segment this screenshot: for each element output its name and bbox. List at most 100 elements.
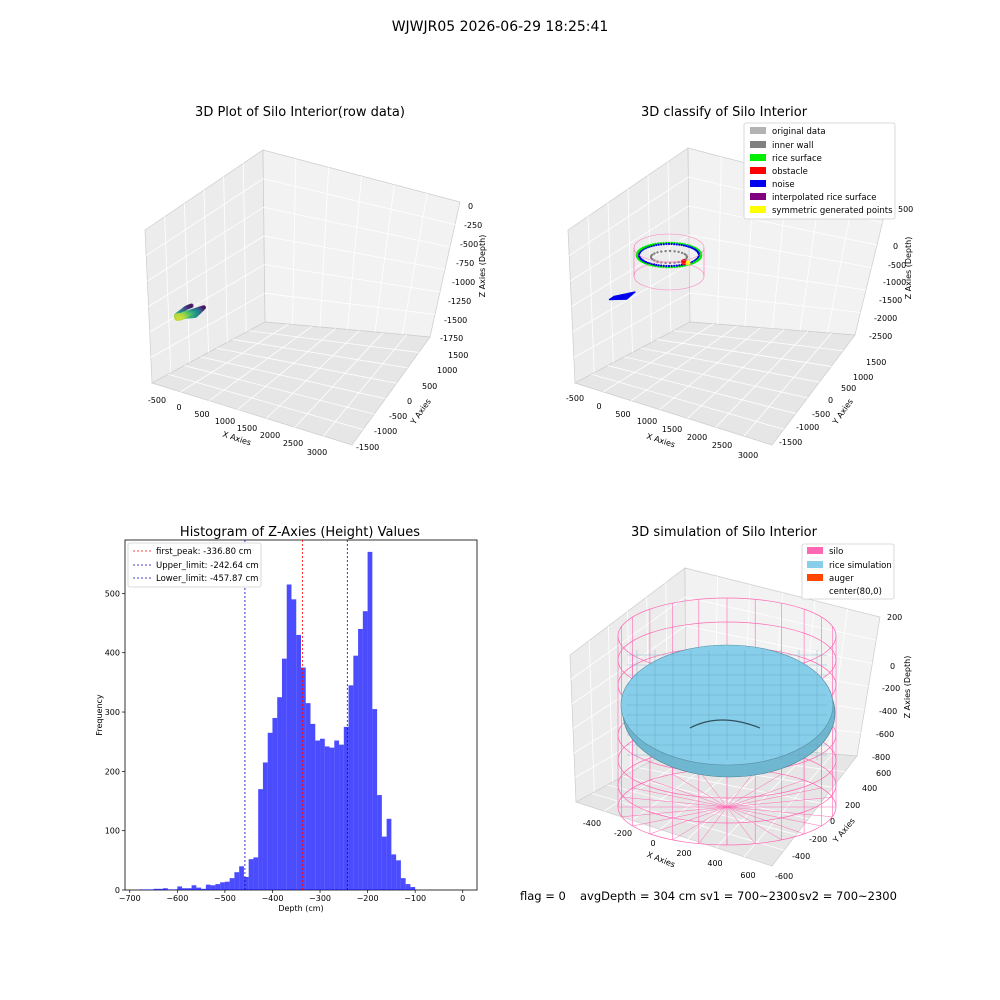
noise-point: [673, 243, 676, 246]
legend-label-rice-surface: rice surface: [772, 154, 822, 164]
sv1-text: sv1 = 700~2300: [700, 889, 798, 903]
classify-ztick: -1000: [883, 278, 906, 287]
classify-xtick: 2000: [687, 433, 707, 442]
noise-point: [670, 242, 673, 246]
hist-bar: [296, 634, 301, 890]
hist-bar: [353, 655, 359, 890]
hist-xtick-label: −600: [166, 894, 188, 903]
hist-bar: [163, 888, 168, 890]
hist-x-ticks: −700 −600 −500 −400 −300 −200 −100 0: [119, 890, 465, 903]
hist-bar: [334, 740, 340, 890]
legend-label-obstacle: obstacle: [772, 167, 808, 177]
classify-ytick: -500: [812, 410, 830, 419]
raw-ytick: 1500: [448, 351, 468, 360]
inner-wall-point: [685, 254, 688, 257]
sim-ytick: 0: [830, 817, 835, 826]
sim-ztick: 200: [887, 613, 902, 622]
hist-bar: [362, 611, 368, 890]
classify-ytick: 1000: [853, 373, 873, 382]
grid-line: [573, 292, 690, 358]
classify-silo-outline: [633, 233, 705, 291]
raw-ytick: -1500: [356, 443, 379, 452]
sim-y-ticks: 600 400 200 0 -200 -400 -600: [775, 769, 891, 881]
raw-xtick: 500: [194, 410, 209, 419]
classify-ztick: 0: [893, 242, 898, 251]
hist-ytick-label: 500: [105, 589, 120, 598]
grid-line: [232, 339, 408, 369]
grid-line: [264, 292, 436, 315]
grid-line: [743, 753, 833, 858]
grid-line: [743, 332, 832, 437]
grid-line: [602, 323, 714, 393]
classify-ztick: -500: [888, 261, 906, 270]
noise-point: [685, 244, 688, 248]
grid-line: [570, 596, 686, 680]
hist-bar: [182, 888, 187, 890]
hist-bar: [258, 789, 263, 890]
classify-z-ticks: 500 0 -500 -1000 -1500 -2000 -2500: [869, 205, 913, 341]
grid-line: [688, 234, 872, 268]
noise-point: [665, 242, 668, 246]
raw-ztick: -250: [464, 221, 482, 230]
inner-wall-point: [660, 250, 663, 253]
raw-ytick: 1000: [437, 366, 457, 375]
sim-ztick: -200: [882, 684, 900, 693]
grid-line: [570, 205, 689, 282]
noise-point: [657, 243, 660, 246]
raw-ztick: -500: [460, 240, 478, 249]
flag-text: flag = 0: [520, 889, 566, 903]
raw-grid-lines: [145, 158, 456, 437]
grid-line: [607, 365, 796, 414]
noise-point: [665, 264, 668, 268]
classify-xtick: 1500: [662, 425, 682, 434]
hist-bar: [320, 738, 325, 890]
grid-line: [263, 206, 451, 248]
noise-point: [682, 244, 686, 247]
grid-line: [685, 596, 877, 641]
legend-swatch-auger: [807, 574, 823, 581]
noise-point: [634, 291, 636, 293]
legend-swatch-silo: [807, 547, 823, 554]
legend-label-lower-limit: Lower_limit: -457.87 cm: [156, 574, 258, 584]
hist-y-ticks: 0 100 200 300 400 500: [105, 589, 125, 895]
rice-surface-ridge: [689, 719, 761, 729]
grid-line: [631, 325, 738, 402]
legend-label-auger: auger: [829, 574, 854, 584]
hist-bar: [329, 747, 335, 890]
legend-label-original-data: original data: [772, 127, 826, 137]
noise-point: [660, 264, 663, 267]
hist-bar: [281, 658, 287, 890]
hist-xtick-label: −200: [357, 894, 379, 903]
hist-x-axis-label: Depth (cm): [278, 904, 323, 913]
grid-line: [266, 330, 360, 419]
silo-floor-spoke: [672, 806, 728, 841]
noise-point: [667, 242, 671, 246]
legend-label-first-peak: first_peak: -336.80 cm: [156, 547, 252, 557]
hist-panel-title: Histogram of Z-Axies (Height) Values: [180, 525, 420, 540]
panel-raw-data: 3D Plot of Silo Interior(row data) -500 …: [144, 105, 487, 457]
grid-line: [607, 784, 797, 835]
raw-xtick: -500: [148, 396, 166, 405]
raw-ytick: 500: [422, 382, 437, 391]
grid-line: [673, 330, 844, 352]
hist-bar: [410, 887, 416, 890]
hist-bar: [243, 876, 249, 890]
raw-z-ticks: 0 -250 -500 -750 -1000 -1250 -1500 -1750: [440, 202, 482, 343]
silo-floor-spoke: [621, 806, 728, 818]
hist-bar: [301, 667, 306, 890]
hist-bar: [262, 762, 268, 890]
classify-ytick: -1500: [779, 438, 802, 447]
hist-bar: [372, 709, 378, 890]
hist-bar: [144, 889, 149, 890]
classify-x-axis-label: X Axies: [645, 432, 676, 450]
legend-label-center: center(80,0): [829, 587, 882, 597]
grid-line: [657, 339, 832, 367]
raw-xtick: 2000: [260, 431, 280, 440]
legend-label-noise: noise: [772, 180, 795, 190]
grid-line: [640, 347, 820, 383]
sim-ytick: -200: [809, 835, 827, 844]
grid-line: [145, 178, 264, 256]
noise-point: [662, 243, 665, 246]
legend-label-silo: silo: [829, 547, 843, 557]
noise-point: [678, 264, 681, 267]
